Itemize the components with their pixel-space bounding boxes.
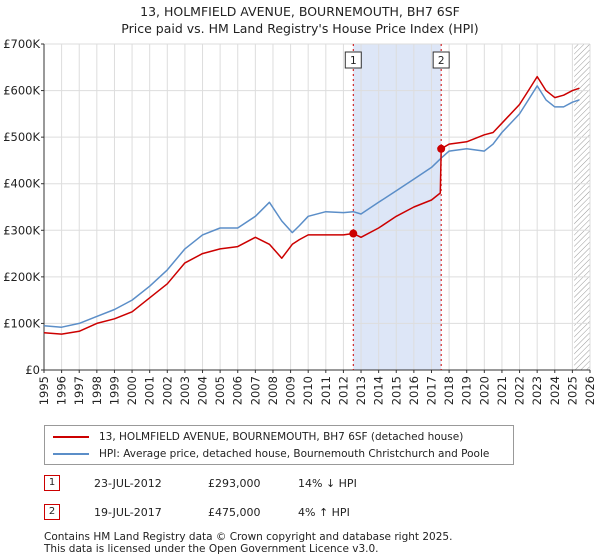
- x-tick-label: 2008: [266, 376, 280, 405]
- y-tick-label: £600K: [3, 84, 40, 98]
- y-tick-label: £300K: [3, 223, 40, 237]
- legend-label-hpi: HPI: Average price, detached house, Bour…: [99, 448, 490, 460]
- sale-label: 1: [350, 55, 357, 67]
- transaction-row: 2 19-JUL-2017 £475,000 4% ↑ HPI: [44, 503, 350, 521]
- footer-copyright: Contains HM Land Registry data © Crown c…: [44, 531, 453, 543]
- legend-swatch-property: [53, 436, 89, 438]
- x-tick-label: 2010: [301, 376, 315, 405]
- footer-licence: This data is licensed under the Open Gov…: [44, 543, 379, 555]
- transaction-date: 23-JUL-2012: [94, 476, 162, 490]
- transaction-price: £293,000: [208, 476, 261, 490]
- hpi-line: [43, 85, 580, 328]
- y-tick-label: £200K: [3, 270, 40, 284]
- x-tick-label: 2023: [530, 376, 544, 405]
- footer: Contains HM Land Registry data © Crown c…: [44, 531, 452, 555]
- x-tick-label: 1999: [107, 376, 121, 405]
- future-hatch: [574, 44, 590, 370]
- x-tick-label: 2015: [389, 376, 403, 405]
- y-tick-label: £400K: [3, 177, 40, 191]
- x-tick-label: 2026: [583, 376, 597, 405]
- sale-label-box: [432, 51, 450, 69]
- x-tick-label: 2002: [160, 376, 174, 405]
- transaction-date: 19-JUL-2017: [94, 505, 162, 519]
- x-tick-label: 2022: [513, 376, 527, 405]
- sale-label-box: [344, 51, 362, 69]
- x-tick-label: 2005: [213, 376, 227, 405]
- price-chart: £0 £100K £200K £300K £400K £500K £600K £700K 199…: [3, 37, 597, 405]
- x-tick-label: 2007: [248, 376, 262, 405]
- x-tick-label: 2019: [460, 376, 474, 405]
- x-tick-label: 2021: [495, 376, 509, 405]
- y-tick-label: £500K: [3, 130, 40, 144]
- x-tick-label: 1996: [55, 376, 69, 405]
- x-tick-label: 2004: [196, 376, 210, 405]
- sale-point: [437, 144, 446, 153]
- legend-swatch-hpi: [53, 453, 89, 455]
- x-tick-label: 2012: [336, 376, 350, 405]
- legend-item-property: 13, HOLMFIELD AVENUE, BOURNEMOUTH, BH7 6…: [53, 429, 463, 445]
- x-tick-label: 2020: [477, 376, 491, 405]
- sale-label: 2: [438, 55, 445, 67]
- x-tick-label: 2000: [125, 376, 139, 405]
- x-tick-label: 1998: [90, 376, 104, 405]
- ownership-shade: [353, 44, 442, 370]
- x-tick-label: 2014: [372, 376, 386, 405]
- chart-title-line1: 13, HOLMFIELD AVENUE, BOURNEMOUTH, BH7 6…: [140, 4, 460, 19]
- x-tick-label: 2011: [319, 376, 333, 405]
- plot-area: [44, 44, 590, 370]
- sale-point: [349, 229, 358, 238]
- legend-item-hpi: HPI: Average price, detached house, Bour…: [53, 446, 489, 462]
- x-tick-label: 2024: [548, 376, 562, 405]
- transaction-price: £475,000: [208, 505, 261, 519]
- x-tick-label: 2025: [565, 376, 579, 405]
- x-tick-label: 2017: [424, 376, 438, 405]
- x-tick-label: 2018: [442, 376, 456, 405]
- transaction-hpi-change: 4% ↑ HPI: [298, 505, 350, 519]
- x-tick-label: 1995: [37, 376, 51, 405]
- x-tick-label: 2003: [178, 376, 192, 405]
- x-tick-label: 2013: [354, 376, 368, 405]
- y-tick-label: £100K: [3, 316, 40, 330]
- transaction-hpi-change: 14% ↓ HPI: [298, 476, 357, 490]
- x-tick-label: 2006: [231, 376, 245, 405]
- transaction-row: 1 23-JUL-2012 £293,000 14% ↓ HPI: [44, 474, 357, 492]
- legend-label-property: 13, HOLMFIELD AVENUE, BOURNEMOUTH, BH7 6…: [99, 431, 464, 443]
- y-tick-label: £700K: [3, 37, 40, 51]
- x-tick-label: 1997: [72, 376, 86, 405]
- transaction-number: 2: [44, 504, 60, 520]
- x-tick-label: 2016: [407, 376, 421, 405]
- chart-title-line2: Price paid vs. HM Land Registry's House …: [121, 21, 479, 36]
- transaction-number: 1: [44, 475, 60, 491]
- x-tick-label: 2009: [284, 376, 298, 405]
- y-tick-label: £0: [25, 363, 40, 377]
- x-tick-label: 2001: [143, 376, 157, 405]
- chart-legend: 13, HOLMFIELD AVENUE, BOURNEMOUTH, BH7 6…: [44, 425, 514, 465]
